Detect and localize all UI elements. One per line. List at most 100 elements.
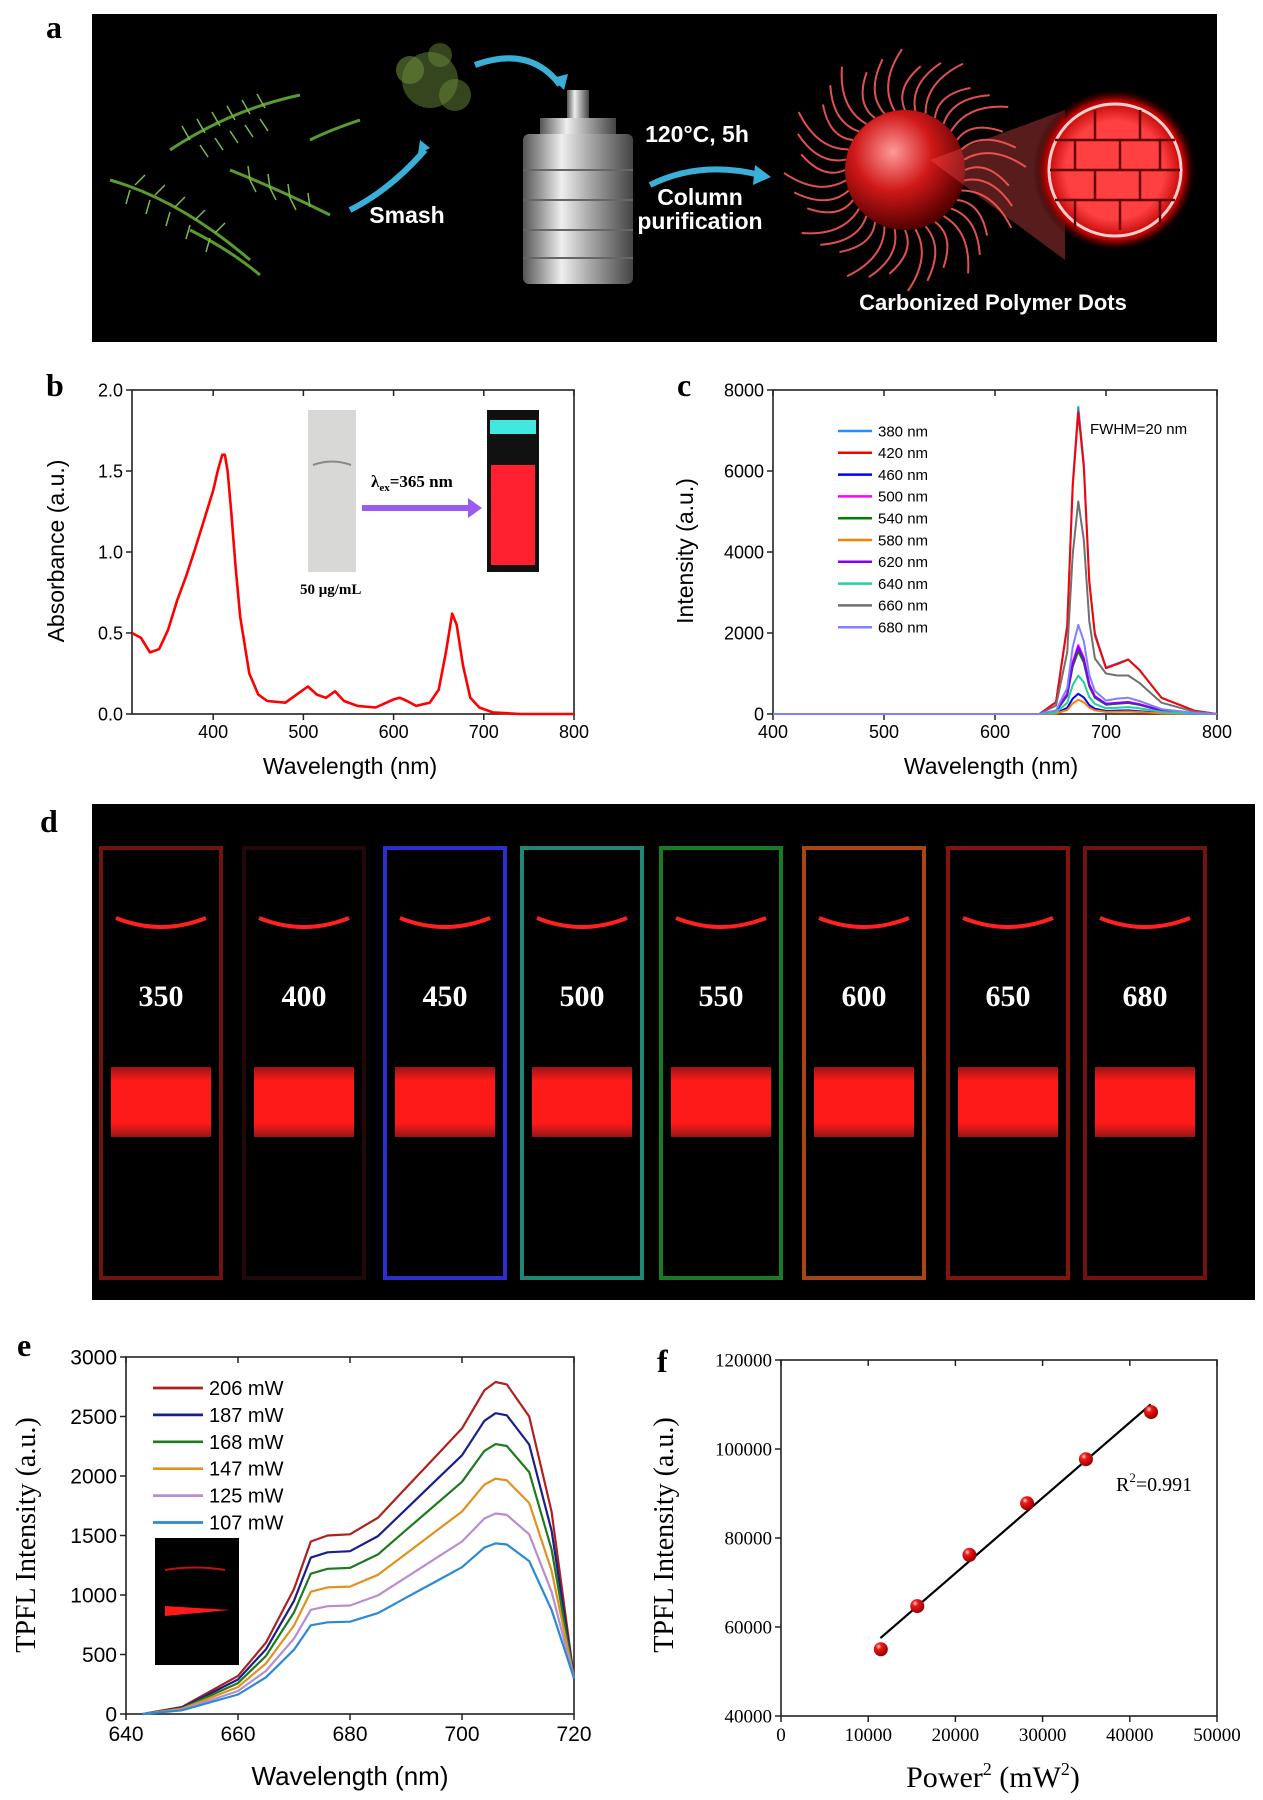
cuvette-outline xyxy=(659,846,783,1280)
x-title-unit: (mW xyxy=(992,1761,1062,1794)
panel-b-inset: λex=365 nm 50 μg/mL xyxy=(300,410,539,598)
polymer-strand xyxy=(960,138,1017,151)
legend-label: 640 nm xyxy=(878,576,928,593)
series-line-680-nm xyxy=(773,623,1218,715)
red-emission xyxy=(491,465,535,565)
legend-label: 420 nm xyxy=(878,445,928,462)
cuvette: 400 xyxy=(242,846,366,1280)
arrow-icon xyxy=(348,148,428,213)
zoom-beam-icon xyxy=(930,110,1065,260)
polymer-strand xyxy=(942,94,990,125)
cuvette-outline xyxy=(383,846,507,1280)
cuvette-outline xyxy=(802,846,926,1280)
polymer-strand xyxy=(934,86,971,119)
chart-b: 400 500 600 700 800 0.0 0.5 1.0 1.5 2.0 xyxy=(98,380,589,742)
y-tick-label: 1.0 xyxy=(98,542,123,562)
polymer-strand xyxy=(868,228,897,278)
series-line-147-mw xyxy=(142,1477,576,1716)
c-x-axis-title: Wavelength (nm) xyxy=(904,753,1078,779)
e-y-axis-title: TPFL Intensity (a.u.) xyxy=(11,1417,42,1652)
polymer-strand xyxy=(783,172,847,188)
cuvette-outline xyxy=(1083,846,1207,1280)
series-line-620-nm xyxy=(773,646,1218,715)
legend-label: 168 mW xyxy=(209,1432,284,1454)
series-line-660-nm xyxy=(773,500,1218,715)
polymer-strand xyxy=(887,48,903,112)
cuvette: 450 xyxy=(383,846,507,1280)
data-point xyxy=(1078,1452,1093,1467)
y-tick-label: 1.5 xyxy=(98,461,123,481)
arrow-head-icon xyxy=(753,165,771,185)
polymer-strand xyxy=(873,58,886,115)
y-tick-label: 100000 xyxy=(715,1440,772,1461)
laser-beam-icon xyxy=(165,1606,230,1616)
legend-label: 680 nm xyxy=(878,619,928,636)
fit-line xyxy=(879,1403,1152,1639)
polymer-strand xyxy=(964,166,1010,187)
polymer-strand xyxy=(829,85,860,133)
excitation-label: λex=365 nm xyxy=(371,472,453,494)
legend-label: 206 mW xyxy=(209,1378,284,1400)
polymer-strand xyxy=(793,189,850,202)
x-title-sup: 2 xyxy=(983,1759,992,1779)
series-line-500-nm xyxy=(773,644,1218,715)
legend-label: 660 nm xyxy=(878,598,928,615)
step-smash-label: Smash xyxy=(369,202,444,228)
panel-d-photo: 350 400 450 500 550 600 650 680 xyxy=(92,804,1255,1300)
y-tick-label: 3000 xyxy=(70,1346,117,1369)
cuvette: 680 xyxy=(1083,846,1207,1280)
e-x-axis-title: Wavelength (nm) xyxy=(252,1761,449,1791)
polymer-strand xyxy=(950,207,981,255)
meniscus-icon xyxy=(962,916,1054,929)
polymer-strand xyxy=(963,152,1027,168)
meniscus-icon xyxy=(115,916,207,929)
step-condition-label: 120°C, 5h xyxy=(645,121,749,147)
legend-label: 540 nm xyxy=(878,510,928,527)
plot-frame xyxy=(772,389,1218,715)
r-label: R xyxy=(1116,1474,1130,1496)
meniscus-icon xyxy=(399,916,491,929)
meniscus-icon xyxy=(258,916,350,929)
excitation-value: =365 nm xyxy=(390,472,453,491)
x-title-unit-sup: 2 xyxy=(1061,1759,1070,1779)
emission-band xyxy=(254,1067,354,1137)
concentration-label: 50 μg/mL xyxy=(300,582,361,598)
polymer-strand xyxy=(801,208,860,235)
polymer-strands-icon xyxy=(783,48,1027,292)
meniscus-icon xyxy=(675,916,767,929)
legend-label: 380 nm xyxy=(878,423,928,440)
polymer-strand xyxy=(913,62,942,112)
lambda-symbol: λ xyxy=(371,472,380,491)
polymer-strand xyxy=(821,104,854,141)
excitation-wavelength-label: 550 xyxy=(699,980,744,1013)
legend-label: 107 mW xyxy=(209,1513,284,1535)
f-x-axis-title: Power2 (mW2) xyxy=(906,1759,1080,1794)
series-line-168-mw xyxy=(142,1443,576,1716)
carbon-dot-sphere-icon xyxy=(845,110,965,230)
r-superscript: 2 xyxy=(1129,1470,1136,1485)
polymer-strand xyxy=(943,215,970,274)
r-value: =0.991 xyxy=(1136,1474,1192,1496)
excitation-subscript: ex xyxy=(379,482,390,494)
excitation-wavelength-label: 650 xyxy=(986,980,1031,1013)
polymer-strand xyxy=(924,225,937,282)
cuvette-outline xyxy=(242,846,366,1280)
y-tick-label: 0.0 xyxy=(98,704,123,724)
series-line-580-nm xyxy=(773,698,1218,715)
panel-label-c: c xyxy=(677,367,691,403)
scheme-background xyxy=(92,14,1217,342)
polymer-strand xyxy=(800,153,846,174)
legend-label: 500 nm xyxy=(878,489,928,506)
series-line-640-nm xyxy=(773,674,1218,715)
cuvette: 500 xyxy=(520,846,644,1280)
emission-band xyxy=(532,1067,632,1137)
x-tick-label: 500 xyxy=(288,722,318,742)
x-tick-label: 50000 xyxy=(1193,1725,1241,1746)
cuvette-outline xyxy=(946,846,1070,1280)
x-tick-label: 30000 xyxy=(1019,1725,1067,1746)
polymer-strand xyxy=(797,133,847,162)
y-tick-label: 2000 xyxy=(70,1465,117,1488)
product-label: Carbonized Polymer Dots xyxy=(859,290,1127,315)
charts-layer: 400 500 600 700 800 0.0 0.5 1.0 1.5 2.0 400 500 600 7… xyxy=(70,380,1240,1746)
